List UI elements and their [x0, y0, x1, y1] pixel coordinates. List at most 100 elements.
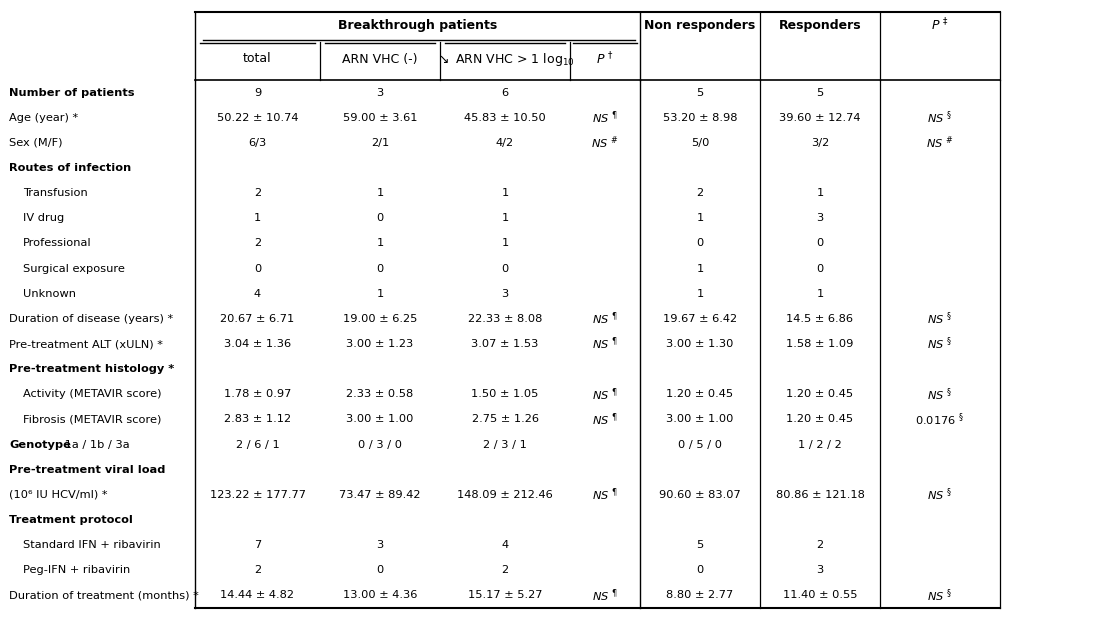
Text: 1: 1: [502, 188, 508, 198]
Text: 1a / 1b / 3a: 1a / 1b / 3a: [60, 440, 130, 450]
Text: 1 / 2 / 2: 1 / 2 / 2: [799, 440, 842, 450]
Text: 19.00 ± 6.25: 19.00 ± 6.25: [343, 314, 417, 324]
Text: $NS$ $^{\S}$: $NS$ $^{\S}$: [927, 311, 953, 327]
Text: 45.83 ± 10.50: 45.83 ± 10.50: [464, 113, 546, 123]
Text: 9: 9: [254, 87, 261, 97]
Text: $NS$ $^{\P}$: $NS$ $^{\P}$: [592, 311, 618, 327]
Text: 13.00 ± 4.36: 13.00 ± 4.36: [343, 590, 417, 600]
Text: 73.47 ± 89.42: 73.47 ± 89.42: [339, 490, 420, 500]
Text: 3/2: 3/2: [811, 138, 829, 148]
Text: Surgical exposure: Surgical exposure: [23, 264, 125, 273]
Text: 2: 2: [254, 188, 261, 198]
Text: 2/1: 2/1: [371, 138, 389, 148]
Text: 3.00 ± 1.30: 3.00 ± 1.30: [667, 339, 734, 349]
Text: $NS$ $^{\S}$: $NS$ $^{\S}$: [927, 386, 953, 402]
Text: $NS$ $^{\S}$: $NS$ $^{\S}$: [927, 587, 953, 604]
Text: 2: 2: [696, 188, 704, 198]
Text: 3.00 ± 1.23: 3.00 ± 1.23: [346, 339, 414, 349]
Text: 14.44 ± 4.82: 14.44 ± 4.82: [220, 590, 295, 600]
Text: $P$ $^{\ddagger}$: $P$ $^{\ddagger}$: [931, 17, 949, 33]
Text: 1: 1: [376, 188, 384, 198]
Text: 2 / 6 / 1: 2 / 6 / 1: [235, 440, 279, 450]
Text: Sex (M/F): Sex (M/F): [9, 138, 63, 148]
Text: 148.09 ± 212.46: 148.09 ± 212.46: [458, 490, 553, 500]
Text: 1: 1: [696, 213, 704, 223]
Text: 1: 1: [696, 264, 704, 273]
Text: 0: 0: [376, 213, 384, 223]
Text: 1.58 ± 1.09: 1.58 ± 1.09: [786, 339, 854, 349]
Text: 4: 4: [502, 540, 508, 550]
Text: 3: 3: [502, 289, 508, 299]
Text: 5: 5: [816, 87, 824, 97]
Text: (10⁶ IU HCV/ml) *: (10⁶ IU HCV/ml) *: [9, 490, 108, 500]
Text: 1: 1: [254, 213, 261, 223]
Text: Number of patients: Number of patients: [9, 87, 134, 97]
Text: 59.00 ± 3.61: 59.00 ± 3.61: [343, 113, 417, 123]
Text: 8.80 ± 2.77: 8.80 ± 2.77: [667, 590, 734, 600]
Text: 80.86 ± 121.18: 80.86 ± 121.18: [776, 490, 865, 500]
Text: ARN VHC (-): ARN VHC (-): [342, 53, 418, 66]
Text: 2: 2: [254, 239, 261, 249]
Text: Genotype: Genotype: [9, 440, 70, 450]
Text: 2 / 3 / 1: 2 / 3 / 1: [483, 440, 527, 450]
Text: 4/2: 4/2: [496, 138, 514, 148]
Text: 0: 0: [376, 264, 384, 273]
Text: Activity (METAVIR score): Activity (METAVIR score): [23, 389, 162, 399]
Text: $NS$ $^{\S}$: $NS$ $^{\S}$: [927, 109, 953, 126]
Text: 5/0: 5/0: [691, 138, 710, 148]
Text: Fibrosis (METAVIR score): Fibrosis (METAVIR score): [23, 414, 162, 425]
Text: $NS$ $^{\P}$: $NS$ $^{\P}$: [592, 335, 618, 352]
Text: Treatment protocol: Treatment protocol: [9, 515, 133, 525]
Text: 2: 2: [254, 565, 261, 575]
Text: 1: 1: [376, 289, 384, 299]
Text: $NS$ $^{\P}$: $NS$ $^{\P}$: [592, 587, 618, 604]
Text: 2.75 ± 1.26: 2.75 ± 1.26: [472, 414, 539, 425]
Text: 2: 2: [502, 565, 508, 575]
Text: 4: 4: [254, 289, 261, 299]
Text: Pre-treatment viral load: Pre-treatment viral load: [9, 465, 165, 475]
Text: 0: 0: [696, 565, 704, 575]
Text: 2: 2: [816, 540, 824, 550]
Text: 11.40 ± 0.55: 11.40 ± 0.55: [783, 590, 857, 600]
Text: 1.20 ± 0.45: 1.20 ± 0.45: [667, 389, 734, 399]
Text: 0: 0: [254, 264, 261, 273]
Text: $NS$ $^{\P}$: $NS$ $^{\P}$: [592, 109, 618, 126]
Text: $\searrow$ ARN VHC > 1 log$_{10}$: $\searrow$ ARN VHC > 1 log$_{10}$: [436, 50, 574, 68]
Text: 50.22 ± 10.74: 50.22 ± 10.74: [217, 113, 298, 123]
Text: 7: 7: [254, 540, 261, 550]
Text: 1: 1: [502, 213, 508, 223]
Text: Routes of infection: Routes of infection: [9, 163, 131, 173]
Text: 3.00 ± 1.00: 3.00 ± 1.00: [667, 414, 734, 425]
Text: 14.5 ± 6.86: 14.5 ± 6.86: [786, 314, 854, 324]
Text: Professional: Professional: [23, 239, 91, 249]
Text: Duration of treatment (months) *: Duration of treatment (months) *: [9, 590, 199, 600]
Text: $NS$ $^{\P}$: $NS$ $^{\P}$: [592, 386, 618, 402]
Text: Peg-IFN + ribavirin: Peg-IFN + ribavirin: [23, 565, 130, 575]
Text: 123.22 ± 177.77: 123.22 ± 177.77: [209, 490, 306, 500]
Text: 3.04 ± 1.36: 3.04 ± 1.36: [224, 339, 292, 349]
Text: 1: 1: [816, 188, 824, 198]
Text: 2.33 ± 0.58: 2.33 ± 0.58: [346, 389, 414, 399]
Text: 1: 1: [376, 239, 384, 249]
Text: 39.60 ± 12.74: 39.60 ± 12.74: [779, 113, 860, 123]
Text: 22.33 ± 8.08: 22.33 ± 8.08: [468, 314, 542, 324]
Text: Non responders: Non responders: [645, 19, 756, 32]
Text: 3: 3: [376, 540, 384, 550]
Text: $NS$ $^{\#}$: $NS$ $^{\#}$: [926, 135, 954, 151]
Text: $NS$ $^{\S}$: $NS$ $^{\S}$: [927, 487, 953, 503]
Text: 0: 0: [816, 239, 824, 249]
Text: 19.67 ± 6.42: 19.67 ± 6.42: [663, 314, 737, 324]
Text: 0 / 5 / 0: 0 / 5 / 0: [678, 440, 722, 450]
Text: $NS$ $^{\P}$: $NS$ $^{\P}$: [592, 411, 618, 428]
Text: 1: 1: [696, 289, 704, 299]
Text: 20.67 ± 6.71: 20.67 ± 6.71: [220, 314, 295, 324]
Text: $NS$ $^{\S}$: $NS$ $^{\S}$: [927, 335, 953, 352]
Text: 1.50 ± 1.05: 1.50 ± 1.05: [471, 389, 539, 399]
Text: 15.17 ± 5.27: 15.17 ± 5.27: [468, 590, 542, 600]
Text: $NS$ $^{\#}$: $NS$ $^{\#}$: [591, 135, 619, 151]
Text: 0: 0: [816, 264, 824, 273]
Text: Breakthrough patients: Breakthrough patients: [338, 19, 497, 32]
Text: 3: 3: [816, 565, 824, 575]
Text: IV drug: IV drug: [23, 213, 64, 223]
Text: 6/3: 6/3: [249, 138, 266, 148]
